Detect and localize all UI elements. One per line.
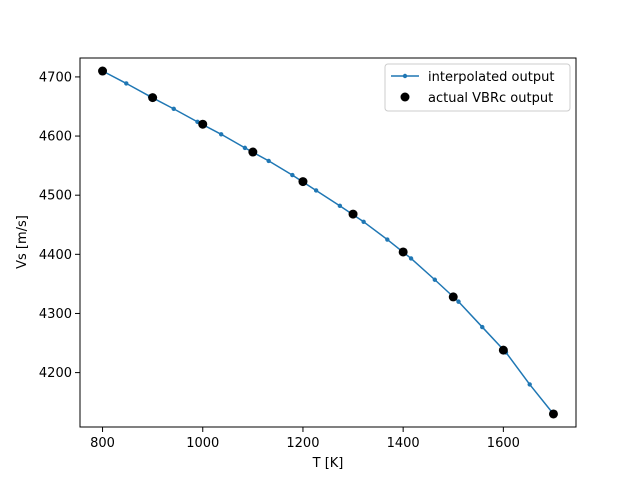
x-tick-label: 1000 (186, 436, 219, 451)
data-point-actual (498, 345, 508, 355)
data-point-actual (448, 292, 458, 302)
data-point-actual (198, 119, 208, 129)
legend-label-interpolated: interpolated output (428, 70, 554, 85)
y-axis-label: Vs [m/s] (15, 215, 30, 269)
data-point-actual (348, 209, 358, 219)
y-tick-label: 4500 (39, 189, 72, 204)
y-tick-label: 4600 (39, 130, 72, 145)
data-point-interpolated (124, 81, 129, 86)
data-point-interpolated (218, 132, 224, 137)
data-point-interpolated (408, 256, 414, 261)
legend-marker-interpolated (402, 73, 408, 79)
data-point-actual (248, 147, 258, 157)
data-point-actual (148, 93, 158, 103)
data-point-actual (398, 247, 408, 257)
y-axis: 4200 4300 4400 4500 4600 4700 (39, 70, 80, 381)
plot-area (98, 66, 558, 419)
data-point-actual (298, 177, 308, 187)
data-point-interpolated (385, 237, 390, 242)
data-point-interpolated (313, 188, 319, 193)
y-tick-label: 4700 (39, 70, 72, 85)
series-line-interpolated (102, 70, 555, 415)
legend-marker-actual (400, 92, 410, 102)
y-tick-label: 4400 (39, 248, 72, 263)
data-point-actual (548, 409, 558, 419)
x-tick-label: 1400 (387, 436, 420, 451)
legend-label-actual: actual VBRc output (428, 91, 553, 106)
x-axis-label: T [K] (312, 456, 344, 471)
data-point-interpolated (361, 219, 366, 225)
x-axis: 800 1000 1200 1400 1600 (90, 427, 520, 451)
data-point-interpolated (290, 172, 295, 178)
data-point-interpolated (432, 277, 438, 282)
data-point-interpolated (527, 382, 532, 387)
plot-frame (79, 57, 577, 428)
x-tick-label: 1200 (286, 436, 319, 451)
x-tick-label: 800 (90, 436, 115, 451)
y-tick-label: 4200 (39, 366, 72, 381)
legend: interpolated output actual VBRc output (384, 63, 571, 112)
legend-box (384, 63, 571, 112)
data-point-interpolated (242, 145, 248, 151)
y-tick-label: 4300 (39, 307, 72, 322)
data-point-interpolated (266, 158, 271, 164)
data-point-interpolated (337, 203, 343, 209)
x-tick-label: 1600 (487, 436, 520, 451)
data-point-actual (98, 66, 108, 76)
data-point-interpolated (480, 324, 485, 330)
data-point-interpolated (171, 106, 176, 112)
data-point-interpolated (456, 299, 461, 304)
